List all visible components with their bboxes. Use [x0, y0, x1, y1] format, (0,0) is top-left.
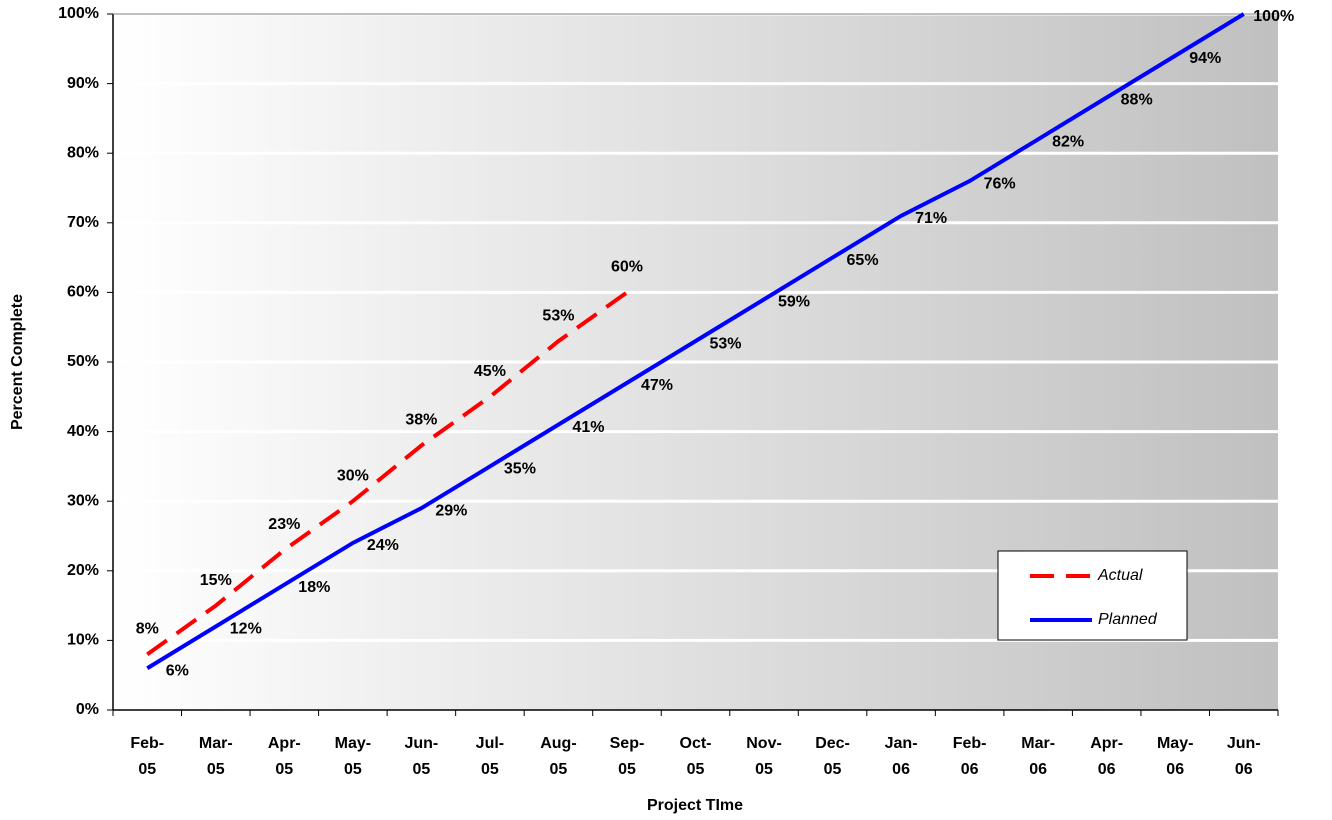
y-tick-label: 10%	[67, 632, 99, 649]
data-label: 6%	[166, 662, 189, 679]
legend-label: Planned	[1098, 611, 1158, 628]
data-label: 18%	[298, 579, 330, 596]
y-tick-label: 30%	[67, 492, 99, 509]
x-tick-label: May-06	[1156, 735, 1194, 778]
y-tick-label: 50%	[67, 353, 99, 370]
legend-label: Actual	[1097, 567, 1143, 584]
x-tick-label: Feb-06	[952, 735, 987, 778]
y-tick-label: 60%	[67, 284, 99, 301]
x-tick-label: Sep-05	[609, 735, 645, 778]
x-tick-label: Aug-05	[540, 735, 577, 778]
y-tick-label: 70%	[67, 214, 99, 231]
data-label: 15%	[200, 572, 232, 589]
x-tick-label: Feb-05	[130, 735, 165, 778]
data-label: 38%	[405, 412, 437, 429]
x-axis-title: Project TIme	[647, 797, 743, 814]
data-label: 53%	[709, 335, 741, 352]
x-tick-label: Apr-05	[267, 735, 301, 778]
x-tick-label: Mar-06	[1021, 735, 1056, 778]
data-label: 100%	[1253, 8, 1294, 25]
x-tick-label: Nov-05	[746, 735, 782, 778]
y-tick-label: 0%	[76, 701, 99, 718]
y-axis-title: Percent Complete	[9, 294, 26, 430]
data-label: 41%	[572, 419, 604, 436]
x-tick-label: Mar-05	[198, 735, 233, 778]
x-tick-label: Dec-05	[815, 735, 850, 778]
x-tick-label: Jun-05	[404, 735, 439, 778]
y-tick-label: 90%	[67, 75, 99, 92]
series-line	[146, 290, 629, 656]
data-label: 71%	[915, 210, 947, 227]
data-label: 8%	[136, 621, 159, 638]
series-line	[146, 12, 1245, 670]
x-tick-label: May-05	[334, 735, 372, 778]
data-label: 60%	[611, 259, 643, 276]
data-label: 35%	[504, 461, 536, 478]
x-tick-label: Jan-06	[884, 735, 918, 778]
data-label: 24%	[367, 537, 399, 554]
data-label: 23%	[268, 516, 300, 533]
data-label: 88%	[1121, 92, 1153, 109]
x-tick-label: Oct-05	[679, 735, 712, 778]
data-label: 82%	[1052, 133, 1084, 150]
data-label: 59%	[778, 294, 810, 311]
x-tick-label: Jun-06	[1226, 735, 1261, 778]
data-label: 45%	[474, 363, 506, 380]
data-label: 76%	[984, 175, 1016, 192]
x-tick-label: Apr-06	[1090, 735, 1124, 778]
data-label: 47%	[641, 377, 673, 394]
y-tick-label: 80%	[67, 144, 99, 161]
data-label: 29%	[435, 502, 467, 519]
x-tick-label: Jul-05	[475, 735, 505, 778]
legend	[997, 550, 1188, 641]
data-label: 65%	[847, 252, 879, 269]
data-label: 94%	[1189, 50, 1221, 67]
y-tick-label: 100%	[58, 5, 99, 22]
data-label: 12%	[230, 621, 262, 638]
data-label: 53%	[542, 307, 574, 324]
y-tick-label: 40%	[67, 423, 99, 440]
data-label: 30%	[337, 467, 369, 484]
y-tick-label: 20%	[67, 562, 99, 579]
